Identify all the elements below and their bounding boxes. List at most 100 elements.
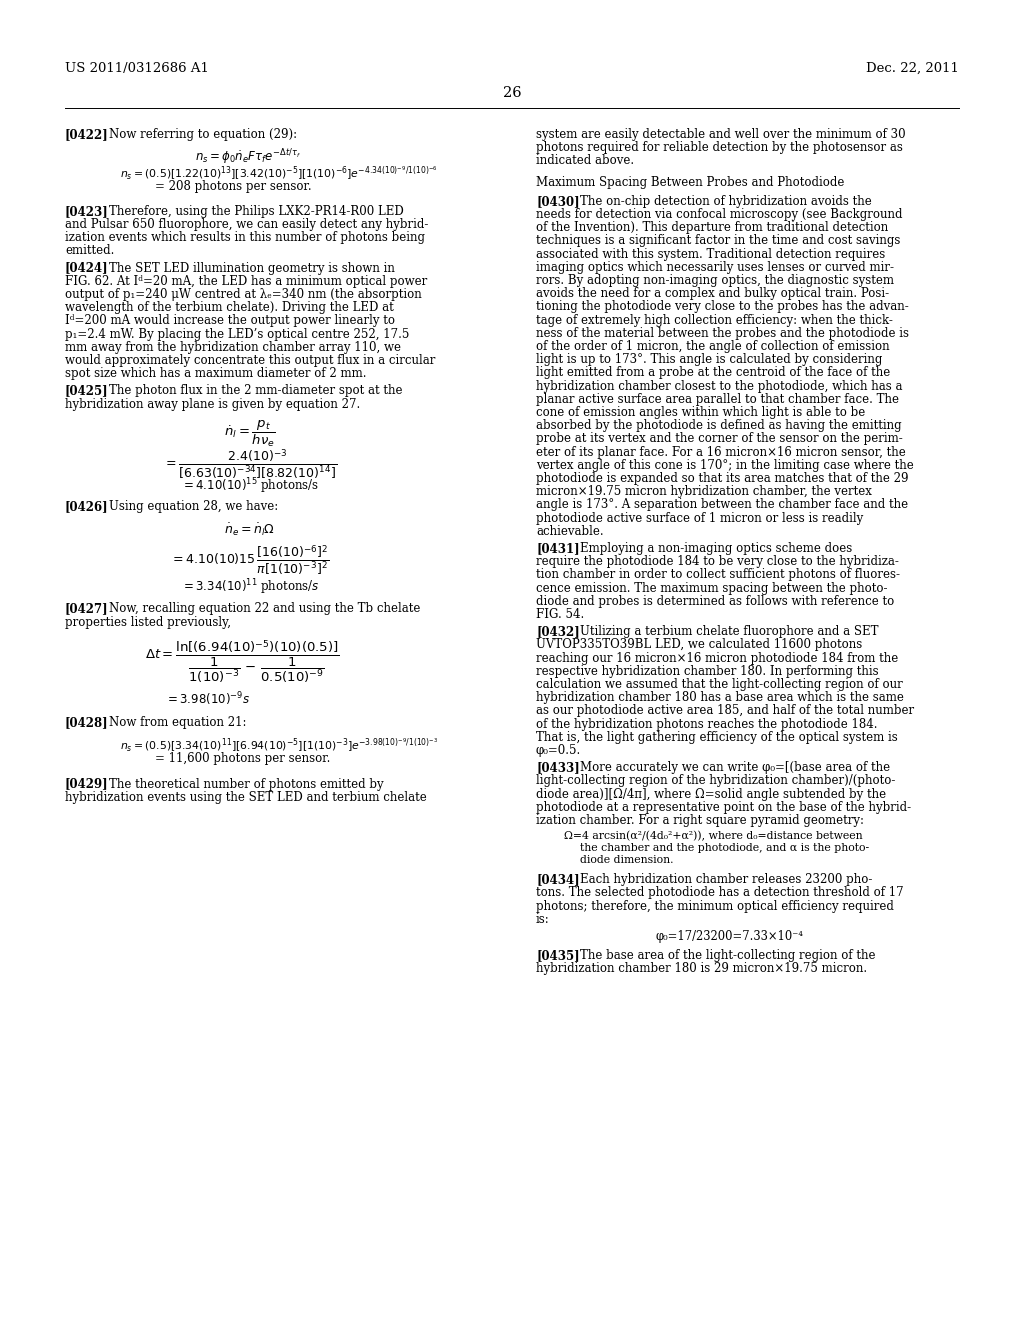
Text: the chamber and the photodiode, and α is the photo-: the chamber and the photodiode, and α is…: [580, 843, 869, 853]
Text: would approximately concentrate this output flux in a circular: would approximately concentrate this out…: [65, 354, 435, 367]
Text: diode area)][Ω/4π], where Ω=solid angle subtended by the: diode area)][Ω/4π], where Ω=solid angle …: [536, 788, 886, 801]
Text: associated with this system. Traditional detection requires: associated with this system. Traditional…: [536, 248, 886, 260]
Text: [0429]: [0429]: [65, 777, 109, 791]
Text: $= 3.98(10)^{-9}s$: $= 3.98(10)^{-9}s$: [165, 690, 250, 709]
Text: and Pulsar 650 fluorophore, we can easily detect any hybrid-: and Pulsar 650 fluorophore, we can easil…: [65, 218, 428, 231]
Text: $n_s = (0.5)[1.22(10)^{13}][3.42(10)^{-5}][1(10)^{-6}]e^{-4.34(10)^{-9}/1(10)^{-: $n_s = (0.5)[1.22(10)^{13}][3.42(10)^{-5…: [120, 165, 437, 182]
Text: [0422]: [0422]: [65, 128, 109, 141]
Text: micron×19.75 micron hybridization chamber, the vertex: micron×19.75 micron hybridization chambe…: [536, 486, 871, 498]
Text: [0434]: [0434]: [536, 874, 580, 886]
Text: US 2011/0312686 A1: US 2011/0312686 A1: [65, 62, 209, 75]
Text: eter of its planar face. For a 16 micron×16 micron sensor, the: eter of its planar face. For a 16 micron…: [536, 446, 906, 458]
Text: [0430]: [0430]: [536, 195, 580, 207]
Text: hybridization chamber 180 has a base area which is the same: hybridization chamber 180 has a base are…: [536, 692, 904, 704]
Text: UVTOP335TO39BL LED, we calculated 11600 photons: UVTOP335TO39BL LED, we calculated 11600 …: [536, 639, 862, 651]
Text: Utilizing a terbium chelate fluorophore and a SET: Utilizing a terbium chelate fluorophore …: [580, 626, 879, 638]
Text: techniques is a significant factor in the time and cost savings: techniques is a significant factor in th…: [536, 235, 900, 247]
Text: Now referring to equation (29):: Now referring to equation (29):: [109, 128, 297, 141]
Text: $\Delta t = \dfrac{\ln[(6.94(10)^{-5})(10)(0.5)]}{\dfrac{1}{1(10)^{-3}}\,-\,\dfr: $\Delta t = \dfrac{\ln[(6.94(10)^{-5})(1…: [145, 639, 340, 686]
Text: of the hybridization photons reaches the photodiode 184.: of the hybridization photons reaches the…: [536, 718, 878, 730]
Text: probe at its vertex and the corner of the sensor on the perim-: probe at its vertex and the corner of th…: [536, 433, 903, 445]
Text: of the Invention). This departure from traditional detection: of the Invention). This departure from t…: [536, 222, 888, 234]
Text: cone of emission angles within which light is able to be: cone of emission angles within which lig…: [536, 407, 865, 418]
Text: Employing a non-imaging optics scheme does: Employing a non-imaging optics scheme do…: [580, 543, 852, 554]
Text: calculation we assumed that the light-collecting region of our: calculation we assumed that the light-co…: [536, 678, 903, 690]
Text: The SET LED illumination geometry is shown in: The SET LED illumination geometry is sho…: [109, 261, 395, 275]
Text: tage of extremely high collection efficiency: when the thick-: tage of extremely high collection effici…: [536, 314, 893, 326]
Text: Now from equation 21:: Now from equation 21:: [109, 715, 247, 729]
Text: $n_s = \phi_0\dot{n}_eF\tau_f e^{-\Delta t/\tau_f}$: $n_s = \phi_0\dot{n}_eF\tau_f e^{-\Delta…: [195, 148, 301, 166]
Text: rors. By adopting non-imaging optics, the diagnostic system: rors. By adopting non-imaging optics, th…: [536, 275, 894, 286]
Text: FIG. ​62. At Iᵈ=20 mA, the LED has a minimum optical power: FIG. ​62. At Iᵈ=20 mA, the LED has a min…: [65, 275, 427, 288]
Text: [0431]: [0431]: [536, 543, 580, 554]
Text: output of p₁=240 μW centred at λₑ=340 nm (the absorption: output of p₁=240 μW centred at λₑ=340 nm…: [65, 288, 422, 301]
Text: emitted.: emitted.: [65, 244, 115, 257]
Text: properties listed previously,: properties listed previously,: [65, 615, 231, 628]
Text: tion chamber in order to collect sufficient photons of fluores-: tion chamber in order to collect suffici…: [536, 569, 900, 581]
Text: hybridization chamber 180 is 29 micron×19.75 micron.: hybridization chamber 180 is 29 micron×1…: [536, 962, 867, 975]
Text: $\dot{n}_e = \dot{n}_l\Omega$: $\dot{n}_e = \dot{n}_l\Omega$: [224, 521, 275, 537]
Text: ization events which results in this number of photons being: ization events which results in this num…: [65, 231, 425, 244]
Text: light-collecting region of the hybridization chamber)/(photo-: light-collecting region of the hybridiza…: [536, 775, 895, 788]
Text: hybridization chamber closest to the photodiode, which has a: hybridization chamber closest to the pho…: [536, 380, 902, 392]
Text: Dec. 22, 2011: Dec. 22, 2011: [866, 62, 959, 75]
Text: mm away from the hybridization chamber array 110, we: mm away from the hybridization chamber a…: [65, 341, 401, 354]
Text: [0435]: [0435]: [536, 949, 580, 962]
Text: photons; therefore, the minimum optical efficiency required: photons; therefore, the minimum optical …: [536, 900, 894, 912]
Text: hybridization events using the SET LED and terbium chelate: hybridization events using the SET LED a…: [65, 791, 427, 804]
Text: $= 4.10(10)15\,\dfrac{[16(10)^{-6}]^2}{\pi[1(10)^{-3}]^2}$: $= 4.10(10)15\,\dfrac{[16(10)^{-6}]^2}{\…: [170, 544, 330, 577]
Text: is:: is:: [536, 913, 550, 925]
Text: [0426]: [0426]: [65, 500, 109, 513]
Text: $\dot{n}_l = \dfrac{p_t}{h\nu_e}$: $\dot{n}_l = \dfrac{p_t}{h\nu_e}$: [224, 418, 275, 449]
Text: $n_s = (0.5)[3.34(10)^{11}][6.94(10)^{-5}][1(10)^{-3}]e^{-3.98(10)^{-9}/1(10)^{-: $n_s = (0.5)[3.34(10)^{11}][6.94(10)^{-5…: [120, 737, 438, 754]
Text: φ₀=0.5.: φ₀=0.5.: [536, 744, 582, 756]
Text: [0432]: [0432]: [536, 626, 580, 638]
Text: photodiode active surface of 1 micron or less is readily: photodiode active surface of 1 micron or…: [536, 512, 863, 524]
Text: More accurately we can write φ₀=[(base area of the: More accurately we can write φ₀=[(base a…: [580, 762, 890, 775]
Text: 26: 26: [503, 86, 521, 100]
Text: wavelength of the terbium chelate). Driving the LED at: wavelength of the terbium chelate). Driv…: [65, 301, 394, 314]
Text: Now, recalling equation 22 and using the Tb chelate: Now, recalling equation 22 and using the…: [109, 602, 421, 615]
Text: [0433]: [0433]: [536, 762, 580, 775]
Text: Each hybridization chamber releases 23200 pho-: Each hybridization chamber releases 2320…: [580, 874, 872, 886]
Text: [0424]: [0424]: [65, 261, 109, 275]
Text: Maximum Spacing Between Probes and Photodiode: Maximum Spacing Between Probes and Photo…: [536, 176, 845, 189]
Text: reaching our 16 micron×16 micron photodiode 184 from the: reaching our 16 micron×16 micron photodi…: [536, 652, 898, 664]
Text: hybridization away plane is given by equation 27.: hybridization away plane is given by equ…: [65, 397, 360, 411]
Text: ization chamber. For a right square pyramid geometry:: ization chamber. For a right square pyra…: [536, 814, 864, 828]
Text: Using equation 28, we have:: Using equation 28, we have:: [109, 500, 279, 513]
Text: angle is 173°. A separation between the chamber face and the: angle is 173°. A separation between the …: [536, 499, 908, 511]
Text: Iᵈ=200 mA would increase the output power linearly to: Iᵈ=200 mA would increase the output powe…: [65, 314, 395, 327]
Text: of the order of 1 micron, the angle of collection of emission: of the order of 1 micron, the angle of c…: [536, 341, 890, 352]
Text: φ₀=17/23200=7.33×10⁻⁴: φ₀=17/23200=7.33×10⁻⁴: [656, 931, 804, 942]
Text: diode dimension.: diode dimension.: [580, 855, 674, 865]
Text: That is, the light gathering efficiency of the optical system is: That is, the light gathering efficiency …: [536, 731, 898, 743]
Text: [0428]: [0428]: [65, 715, 109, 729]
Text: as our photodiode active area 185, and half of the total number: as our photodiode active area 185, and h…: [536, 705, 914, 717]
Text: [0425]: [0425]: [65, 384, 109, 397]
Text: avoids the need for a complex and bulky optical train. Posi-: avoids the need for a complex and bulky …: [536, 288, 889, 300]
Text: require the photodiode 184 to be very close to the hybridiza-: require the photodiode 184 to be very cl…: [536, 556, 899, 568]
Text: = 208 photons per sensor.: = 208 photons per sensor.: [155, 180, 311, 193]
Text: The theoretical number of photons emitted by: The theoretical number of photons emitte…: [109, 777, 384, 791]
Text: diode and probes is determined as follows with reference to: diode and probes is determined as follow…: [536, 595, 894, 607]
Text: spot size which has a maximum diameter of 2 mm.: spot size which has a maximum diameter o…: [65, 367, 367, 380]
Text: FIG. 54.: FIG. 54.: [536, 609, 585, 620]
Text: ness of the material between the probes and the photodiode is: ness of the material between the probes …: [536, 327, 909, 339]
Text: system are easily detectable and well over the minimum of 30: system are easily detectable and well ov…: [536, 128, 905, 141]
Text: cence emission. The maximum spacing between the photo-: cence emission. The maximum spacing betw…: [536, 582, 888, 594]
Text: The base area of the light-collecting region of the: The base area of the light-collecting re…: [580, 949, 876, 962]
Text: Ω=4 arcsin(α²/(4d₀²+α²)), where d₀=distance between: Ω=4 arcsin(α²/(4d₀²+α²)), where d₀=dista…: [564, 832, 862, 842]
Text: p₁=2.4 mW. By placing the LED’s optical centre 252, 17.5: p₁=2.4 mW. By placing the LED’s optical …: [65, 327, 410, 341]
Text: absorbed by the photodiode is defined as having the emitting: absorbed by the photodiode is defined as…: [536, 420, 901, 432]
Text: needs for detection via confocal microscopy (see Background: needs for detection via confocal microsc…: [536, 209, 902, 220]
Text: The on-chip detection of hybridization avoids the: The on-chip detection of hybridization a…: [580, 195, 871, 207]
Text: $= \dfrac{2.4(10)^{-3}}{[6.63(10)^{-34}][8.82(10)^{14}]}$: $= \dfrac{2.4(10)^{-3}}{[6.63(10)^{-34}]…: [163, 446, 337, 480]
Text: respective hybridization chamber 180. In performing this: respective hybridization chamber 180. In…: [536, 665, 879, 677]
Text: achievable.: achievable.: [536, 525, 603, 537]
Text: indicated above.: indicated above.: [536, 154, 634, 168]
Text: planar active surface area parallel to that chamber face. The: planar active surface area parallel to t…: [536, 393, 899, 405]
Text: [0427]: [0427]: [65, 602, 109, 615]
Text: photodiode is expanded so that its area matches that of the 29: photodiode is expanded so that its area …: [536, 473, 908, 484]
Text: photons required for reliable detection by the photosensor as: photons required for reliable detection …: [536, 141, 903, 154]
